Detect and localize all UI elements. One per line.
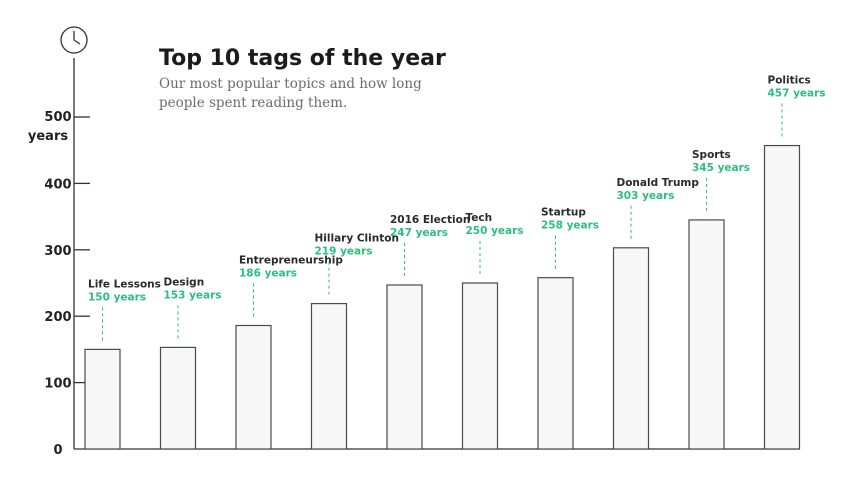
category-label: Donald Trump — [617, 177, 700, 189]
category-label: Tech — [466, 212, 493, 224]
value-label: 247 years — [390, 227, 448, 239]
bar — [310, 302, 348, 450]
y-tick-label: 500 — [44, 110, 71, 125]
category-label: 2016 Election — [390, 214, 470, 226]
value-label: 303 years — [617, 190, 675, 202]
value-label: 345 years — [692, 162, 750, 174]
value-label: 186 years — [239, 267, 297, 279]
bar — [461, 282, 499, 450]
value-label: 150 years — [88, 291, 146, 303]
chart-subtitle-line-2: people spent reading them. — [159, 95, 347, 111]
y-unit-label: years — [28, 129, 68, 144]
bar — [763, 144, 801, 450]
bar — [235, 324, 272, 450]
chart-subtitle-line-1: Our most popular topics and how long — [159, 76, 422, 92]
bar — [537, 277, 574, 450]
value-label: 219 years — [315, 246, 373, 258]
y-tick-label: 200 — [44, 310, 71, 325]
bar — [386, 284, 423, 450]
y-tick-label: 100 — [44, 377, 71, 392]
bar — [159, 346, 197, 450]
y-tick-label: 0 — [53, 443, 62, 458]
value-label: 250 years — [466, 225, 524, 237]
y-tick-label: 400 — [44, 177, 71, 192]
chart-title: Top 10 tags of the year — [159, 46, 446, 71]
bar — [612, 247, 650, 450]
category-label: Politics — [768, 75, 811, 87]
value-label: 258 years — [541, 220, 599, 232]
category-label: Sports — [692, 149, 731, 161]
y-tick-label: 300 — [44, 244, 71, 259]
clock-icon — [60, 26, 88, 54]
bar — [688, 219, 725, 450]
category-label: Life Lessons — [88, 278, 161, 290]
category-label: Startup — [541, 207, 586, 219]
value-label: 153 years — [164, 289, 222, 301]
category-label: Entrepreneurship — [239, 254, 343, 266]
value-label: 457 years — [768, 88, 826, 100]
category-label: Design — [164, 276, 205, 288]
category-label: Hillary Clinton — [315, 233, 399, 245]
bar — [84, 348, 121, 450]
